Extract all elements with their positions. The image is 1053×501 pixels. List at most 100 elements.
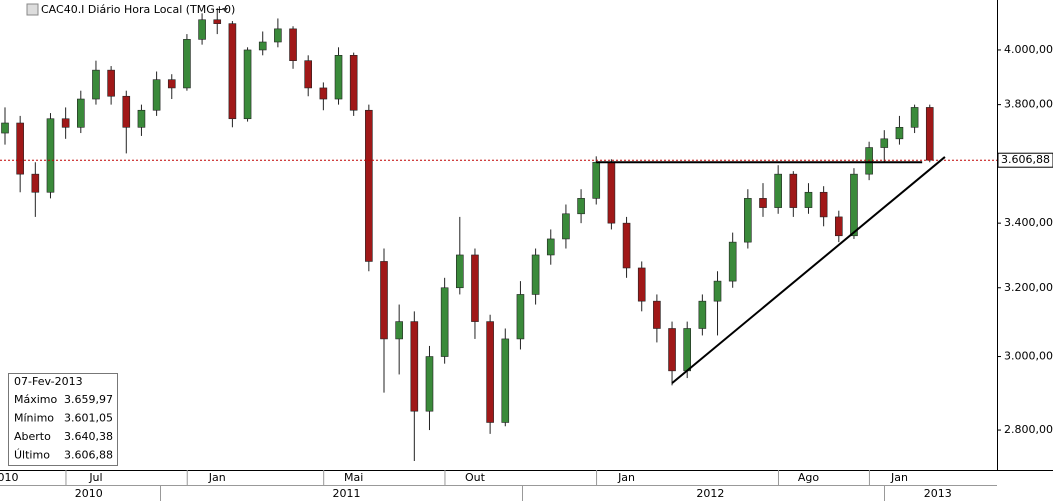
y-tick-label: 3.400,00 xyxy=(1004,216,1053,229)
candle-body xyxy=(77,98,85,128)
candle-body xyxy=(910,107,919,128)
candle-body xyxy=(471,254,479,322)
candle-body xyxy=(713,280,722,302)
candle-body xyxy=(61,118,70,128)
candle-body xyxy=(592,161,601,199)
candle-body xyxy=(895,126,904,140)
candle-body xyxy=(289,28,297,61)
y-tick-label: 3.200,00 xyxy=(1004,281,1053,294)
y-tick-label: 3.000,00 xyxy=(1004,350,1053,363)
year-label: 2011 xyxy=(333,487,361,500)
info-label: Último xyxy=(14,449,50,462)
candle-body xyxy=(410,321,419,412)
candle-body xyxy=(637,267,646,302)
candle-body xyxy=(486,321,494,423)
candle-body xyxy=(668,328,676,372)
candle-body xyxy=(183,39,191,89)
year-label: 2012 xyxy=(696,487,724,500)
candle-body xyxy=(744,198,752,243)
symbol-icon xyxy=(26,3,39,16)
candle-body xyxy=(501,338,510,423)
candle-body xyxy=(395,321,403,340)
candle-body xyxy=(198,19,206,40)
candle-body xyxy=(653,300,661,329)
candle-body xyxy=(622,222,631,269)
y-tick-label: 2.800,00 xyxy=(1004,423,1053,436)
candle-body xyxy=(137,109,146,128)
candle-body xyxy=(258,41,267,51)
x-tick-label: Out xyxy=(465,471,486,484)
x-tick-label: Ago xyxy=(798,471,820,484)
x-tick-label: Jan xyxy=(617,471,635,484)
info-value: 3.601,05 xyxy=(64,412,113,425)
candle-body xyxy=(152,79,161,111)
info-label: Máximo xyxy=(14,393,58,406)
chart-title: CAC40.I Diário Hora Local (TMG+0) xyxy=(41,3,235,16)
candle-body xyxy=(16,122,24,175)
plot xyxy=(1,8,934,461)
candle-body xyxy=(319,87,328,100)
last-value-box xyxy=(997,152,1053,168)
candle-body xyxy=(46,118,55,193)
candle-body xyxy=(516,294,525,340)
trendline xyxy=(671,156,946,384)
candle-body xyxy=(167,79,176,89)
candle-body xyxy=(531,254,540,295)
candle-body xyxy=(698,300,707,329)
candle-body xyxy=(1,122,9,134)
candle-body xyxy=(31,173,40,193)
info-value: 3.606,88 xyxy=(64,449,113,462)
candle-body xyxy=(789,173,798,208)
candle-body xyxy=(577,198,585,215)
candle-body xyxy=(607,161,616,224)
candle-body xyxy=(804,191,813,208)
info-date: 07-Fev-2013 xyxy=(14,375,83,388)
candle-body xyxy=(562,213,570,240)
info-value: 3.659,97 xyxy=(64,393,113,406)
candle-body xyxy=(425,356,434,412)
candle-body xyxy=(925,107,934,161)
info-label: Aberto xyxy=(14,430,51,443)
candle-body xyxy=(683,328,692,372)
y-tick-label: 3.800,00 xyxy=(1004,98,1053,111)
candle-body xyxy=(122,95,131,128)
candle-body xyxy=(440,287,449,357)
info-value: 3.640,38 xyxy=(64,430,113,443)
y-tick-label: 4.000,00 xyxy=(1004,43,1053,56)
x-tick-label: Jul xyxy=(88,471,102,484)
dropdown-arrow[interactable] xyxy=(222,8,228,12)
candle-body xyxy=(304,60,313,89)
candle-body xyxy=(880,138,889,148)
candle-body xyxy=(759,198,767,208)
x-tick-label: 010 xyxy=(0,471,19,484)
info-box-frame xyxy=(8,373,118,466)
candle-body xyxy=(774,173,782,208)
candle-body xyxy=(380,261,388,340)
candle-body xyxy=(92,69,100,100)
candle-body xyxy=(213,19,222,24)
candle-body xyxy=(819,191,828,218)
candle-body xyxy=(107,69,115,97)
year-label: 2010 xyxy=(75,487,103,500)
info-box: 07-Fev-2013 Máximo 3.659,97 Mínimo 3.601,05 A… xyxy=(8,373,118,466)
candle-body xyxy=(834,216,843,237)
candle-body xyxy=(728,241,737,282)
x-tick-label: Mai xyxy=(344,471,363,484)
year-label: 2013 xyxy=(924,487,952,500)
candle-body xyxy=(274,28,282,43)
info-label: Mínimo xyxy=(14,412,54,425)
candle-body xyxy=(455,254,464,289)
candle-body xyxy=(228,23,237,120)
candle-body xyxy=(349,55,358,111)
x-tick-label: Jan xyxy=(208,471,226,484)
candle-body xyxy=(850,173,858,237)
candle-body xyxy=(334,55,343,100)
x-tick-label: Jan xyxy=(890,471,908,484)
candle-body xyxy=(365,109,373,262)
candle-body xyxy=(546,238,555,256)
last-value-label: 3.606,88 xyxy=(1001,153,1050,166)
candle-body xyxy=(243,49,252,120)
candle-body xyxy=(865,147,873,175)
